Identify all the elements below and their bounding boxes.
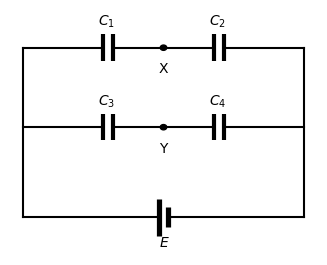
Text: Y: Y [159,142,168,156]
Circle shape [160,45,167,50]
Text: $C_1$: $C_1$ [98,14,115,30]
Text: $C_3$: $C_3$ [98,94,115,110]
Text: $C_4$: $C_4$ [209,94,226,110]
Text: E: E [159,236,168,250]
Text: $C_2$: $C_2$ [209,14,226,30]
Text: X: X [159,62,168,76]
Circle shape [160,125,167,130]
